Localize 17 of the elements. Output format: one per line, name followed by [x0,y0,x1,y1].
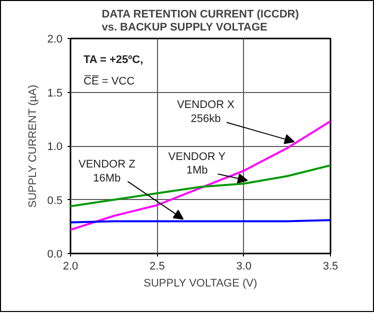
y-tick-label: 2.0 [47,34,63,46]
annotation: C̅E̅ = VCC [84,74,135,88]
chart-title: DATA RETENTION CURRENT (ICCDR) vs. BACKUP SUPPLY VOLTAGE [102,8,300,34]
y-axis-title: SUPPLY CURRENT (µA) [27,84,40,208]
x-tick-label: 3.0 [236,260,252,272]
y-tick-label: 1.0 [47,141,63,153]
annotation: TA = +25ºC, [84,54,144,66]
annotation: VENDOR Y 1Mb [168,150,226,177]
y-tick-label: 1.5 [47,87,63,100]
x-tick-label: 2.5 [150,260,165,272]
y-tick-label: 0.5 [47,194,63,207]
annotation: VENDOR X 256kb [176,99,236,126]
x-axis-title: SUPPLY VOLTAGE (V) [144,278,258,290]
y-tick-label: 0.0 [47,248,63,260]
x-tick-label: 3.5 [322,260,338,272]
annotation: VENDOR Z 16Mb [78,158,136,184]
x-tick-label: 2.0 [62,260,78,272]
